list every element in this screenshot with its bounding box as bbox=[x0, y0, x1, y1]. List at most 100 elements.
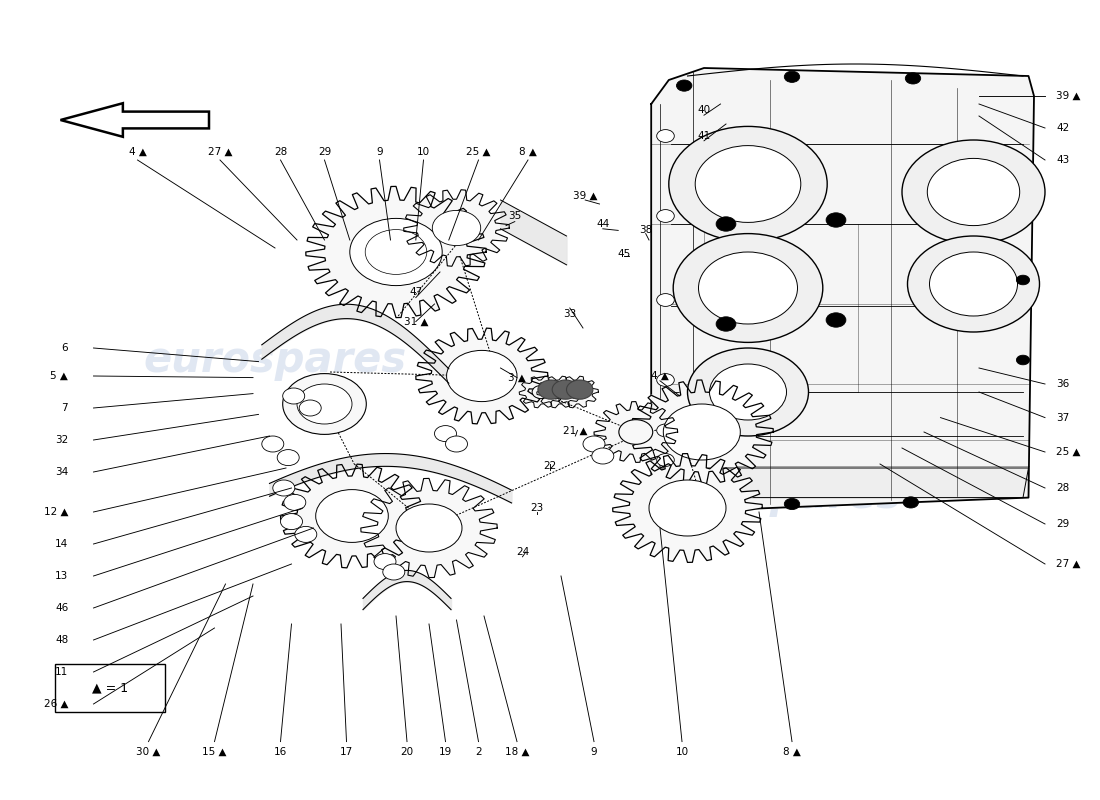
Circle shape bbox=[673, 234, 823, 342]
Text: 2: 2 bbox=[475, 747, 482, 757]
Polygon shape bbox=[613, 454, 762, 562]
Text: 17: 17 bbox=[340, 747, 353, 757]
Circle shape bbox=[657, 454, 674, 466]
Circle shape bbox=[446, 436, 468, 452]
Text: 12 ▲: 12 ▲ bbox=[44, 507, 68, 517]
Text: 13: 13 bbox=[55, 571, 68, 581]
Text: 14: 14 bbox=[55, 539, 68, 549]
Circle shape bbox=[532, 386, 550, 398]
Circle shape bbox=[649, 480, 726, 536]
Text: 24: 24 bbox=[516, 547, 529, 557]
Circle shape bbox=[908, 236, 1040, 332]
Circle shape bbox=[672, 492, 688, 503]
Circle shape bbox=[280, 514, 302, 530]
Text: 4 ▲: 4 ▲ bbox=[651, 371, 669, 381]
Circle shape bbox=[927, 158, 1020, 226]
Text: 16: 16 bbox=[274, 747, 287, 757]
Text: 7: 7 bbox=[62, 403, 68, 413]
Circle shape bbox=[434, 212, 478, 244]
Circle shape bbox=[619, 420, 652, 444]
Circle shape bbox=[784, 71, 800, 82]
Circle shape bbox=[374, 554, 396, 570]
Text: 15 ▲: 15 ▲ bbox=[202, 747, 227, 757]
Polygon shape bbox=[416, 328, 548, 424]
Circle shape bbox=[583, 436, 605, 452]
Text: 41: 41 bbox=[697, 131, 711, 141]
Polygon shape bbox=[404, 190, 509, 266]
Text: 4 ▲: 4 ▲ bbox=[129, 147, 146, 157]
Text: 5 ▲: 5 ▲ bbox=[51, 371, 68, 381]
Circle shape bbox=[826, 313, 846, 327]
Circle shape bbox=[698, 252, 798, 324]
Text: 36: 36 bbox=[1056, 379, 1069, 389]
Circle shape bbox=[432, 210, 481, 246]
Text: 37: 37 bbox=[1056, 413, 1069, 422]
Text: 33: 33 bbox=[563, 309, 576, 318]
Text: 39 ▲: 39 ▲ bbox=[1056, 91, 1080, 101]
Text: 48: 48 bbox=[55, 635, 68, 645]
Polygon shape bbox=[306, 186, 486, 318]
Circle shape bbox=[447, 350, 517, 402]
Text: 46: 46 bbox=[55, 603, 68, 613]
Circle shape bbox=[716, 217, 736, 231]
Circle shape bbox=[663, 404, 740, 460]
Polygon shape bbox=[60, 103, 209, 137]
Text: 9: 9 bbox=[376, 147, 383, 157]
Text: 8 ▲: 8 ▲ bbox=[783, 747, 801, 757]
Circle shape bbox=[592, 448, 614, 464]
Text: 40: 40 bbox=[697, 106, 711, 115]
Text: 28: 28 bbox=[1056, 483, 1069, 493]
Text: 35: 35 bbox=[508, 211, 521, 221]
Circle shape bbox=[299, 400, 321, 416]
Text: 39 ▲: 39 ▲ bbox=[573, 191, 597, 201]
Text: 10: 10 bbox=[417, 147, 430, 157]
Circle shape bbox=[297, 384, 352, 424]
Text: 9: 9 bbox=[591, 747, 597, 757]
Circle shape bbox=[396, 504, 462, 552]
Polygon shape bbox=[594, 402, 678, 462]
Text: 29: 29 bbox=[1056, 519, 1069, 529]
Circle shape bbox=[566, 380, 593, 399]
Circle shape bbox=[905, 73, 921, 84]
Circle shape bbox=[538, 380, 564, 399]
Circle shape bbox=[356, 223, 436, 281]
Text: 25 ▲: 25 ▲ bbox=[1056, 447, 1080, 457]
Text: 27 ▲: 27 ▲ bbox=[1056, 559, 1080, 569]
Polygon shape bbox=[651, 68, 1034, 512]
Polygon shape bbox=[519, 376, 563, 408]
Text: 27 ▲: 27 ▲ bbox=[208, 147, 232, 157]
Circle shape bbox=[283, 388, 305, 404]
Circle shape bbox=[552, 380, 579, 399]
Text: 26 ▲: 26 ▲ bbox=[44, 699, 68, 709]
Circle shape bbox=[1016, 275, 1030, 285]
Circle shape bbox=[284, 494, 306, 510]
Text: 19: 19 bbox=[439, 747, 452, 757]
Polygon shape bbox=[630, 380, 773, 484]
Text: ▲ = 1: ▲ = 1 bbox=[92, 682, 128, 694]
Text: 22: 22 bbox=[543, 461, 557, 470]
Polygon shape bbox=[554, 376, 598, 408]
Text: 21 ▲: 21 ▲ bbox=[563, 426, 587, 435]
Text: 28: 28 bbox=[274, 147, 287, 157]
Polygon shape bbox=[660, 464, 1028, 498]
Circle shape bbox=[657, 374, 674, 386]
Circle shape bbox=[784, 498, 800, 510]
Text: eurospares: eurospares bbox=[638, 475, 902, 517]
Circle shape bbox=[902, 140, 1045, 244]
Text: 18 ▲: 18 ▲ bbox=[505, 747, 529, 757]
Circle shape bbox=[903, 497, 918, 508]
Circle shape bbox=[295, 526, 317, 542]
Text: 43: 43 bbox=[1056, 155, 1069, 165]
Circle shape bbox=[365, 230, 427, 274]
Circle shape bbox=[400, 507, 458, 549]
Polygon shape bbox=[537, 376, 581, 408]
Circle shape bbox=[669, 126, 827, 242]
Text: 47: 47 bbox=[409, 287, 422, 297]
Circle shape bbox=[321, 494, 383, 538]
Circle shape bbox=[656, 485, 719, 531]
Text: 38: 38 bbox=[639, 226, 652, 235]
Circle shape bbox=[550, 386, 568, 398]
Text: 34: 34 bbox=[55, 467, 68, 477]
Circle shape bbox=[710, 364, 786, 420]
Circle shape bbox=[695, 146, 801, 222]
